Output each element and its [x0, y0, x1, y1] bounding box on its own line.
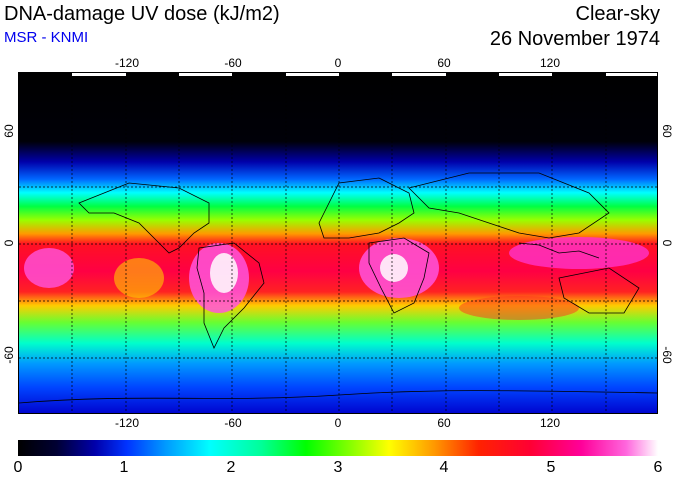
- lat-tick-right-minus60: -60: [660, 346, 674, 364]
- colorbar: [18, 440, 658, 456]
- colorbar-tick-0: 0: [13, 459, 23, 476]
- map-title: DNA-damage UV dose (kJ/m2): [4, 3, 280, 25]
- lon-tick-top-4: 60: [437, 56, 451, 70]
- uv-dose-map: [18, 72, 658, 414]
- colorbar-tick-4: 4: [439, 459, 449, 476]
- colorbar-tick-6: 6: [653, 459, 663, 476]
- colorbar-tick-3: 3: [333, 459, 343, 476]
- lat-tick-right-60: 60: [660, 124, 674, 138]
- colorbar-tick-2: 2: [226, 459, 236, 476]
- lon-tick-bottom-1: -120: [114, 416, 140, 430]
- lon-tick-bottom-4: 60: [437, 416, 451, 430]
- lon-tick-bottom-2: -60: [224, 416, 242, 430]
- colorbar-tick-1: 1: [119, 459, 129, 476]
- lat-tick-right-0: 0: [660, 239, 674, 247]
- source-label: MSR - KNMI: [4, 29, 89, 46]
- lon-tick-bottom-3: 0: [334, 416, 342, 430]
- lat-tick-left-60: 60: [2, 124, 16, 138]
- colorbar-tick-5: 5: [546, 459, 556, 476]
- lon-tick-top-3: 0: [334, 56, 342, 70]
- lon-tick-bottom-5: 120: [539, 416, 561, 430]
- uv-dose-field: [19, 73, 657, 413]
- lon-tick-top-1: -120: [114, 56, 140, 70]
- lat-tick-left-minus60: -60: [2, 346, 16, 364]
- date-label: 26 November 1974: [489, 28, 660, 50]
- lon-tick-top-5: 120: [539, 56, 561, 70]
- lon-tick-top-2: -60: [224, 56, 242, 70]
- sky-condition-label: Clear-sky: [575, 3, 660, 25]
- lat-tick-left-0: 0: [2, 239, 16, 247]
